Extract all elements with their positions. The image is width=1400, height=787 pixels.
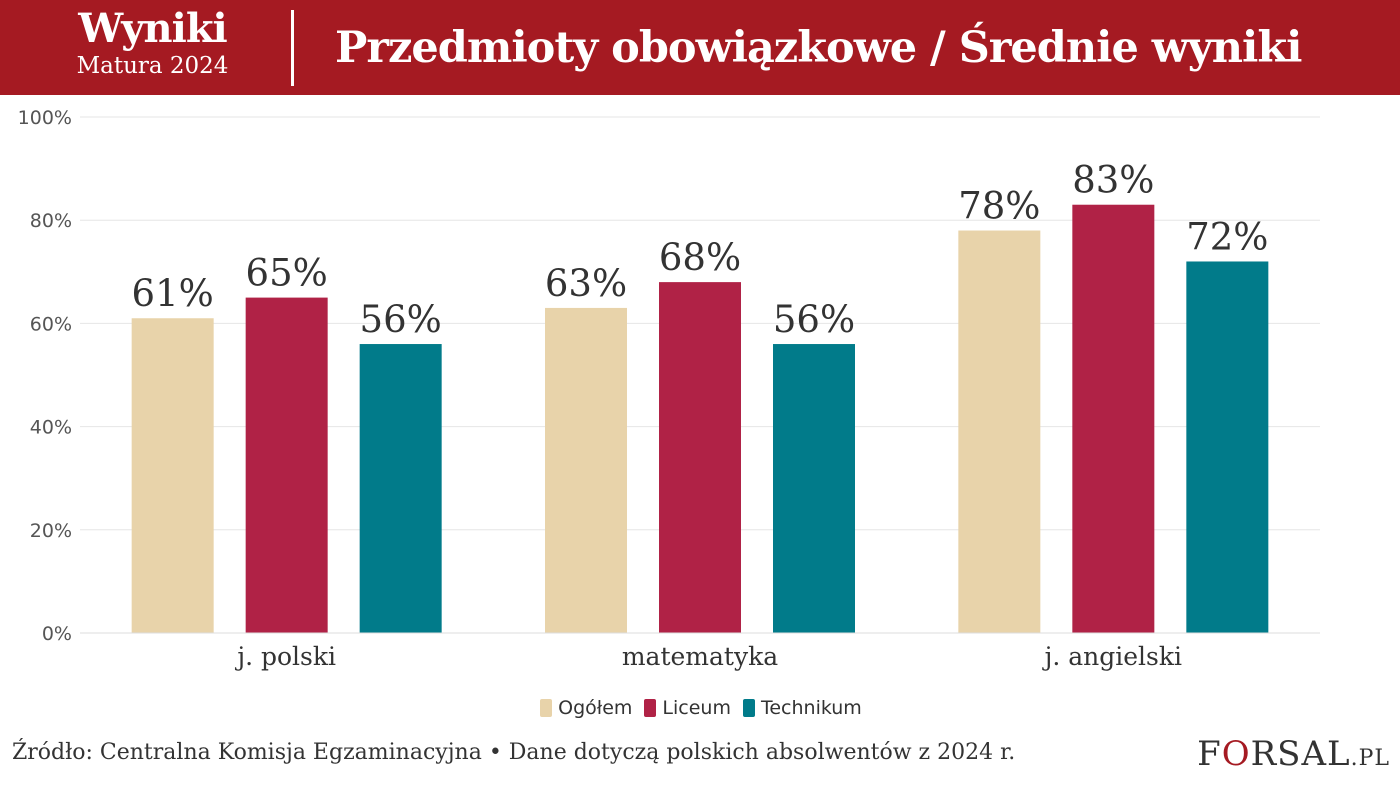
bar-liceum — [245, 297, 328, 633]
data-label: 56% — [773, 298, 855, 341]
legend-item-liceum: Liceum — [644, 697, 731, 719]
x-category-label: matematyka — [622, 642, 778, 671]
y-tick-label: 100% — [18, 107, 72, 129]
legend-item-technikum: Technikum — [742, 697, 862, 719]
logo-letter-f: F — [1197, 734, 1222, 774]
data-label: 56% — [360, 298, 442, 341]
bar-liceum — [659, 282, 741, 633]
header-divider — [291, 10, 294, 86]
legend-swatch-liceum — [644, 699, 657, 717]
y-tick-label: 20% — [30, 520, 72, 542]
bar-ogółem — [131, 318, 214, 633]
data-label: 65% — [246, 252, 328, 295]
bar-technikum — [1186, 261, 1269, 633]
legend-swatch-ogolem — [540, 699, 553, 717]
bar-ogółem — [545, 307, 627, 633]
forsal-logo[interactable]: FORSAL.PL — [1197, 734, 1390, 774]
data-label: 68% — [659, 236, 741, 279]
logo-domain: .PL — [1350, 746, 1390, 771]
y-tick-label: 40% — [30, 417, 72, 439]
legend: Ogółem Liceum Technikum — [0, 694, 1400, 722]
data-label: 83% — [1072, 159, 1154, 202]
data-label: 72% — [1186, 215, 1268, 258]
y-tick-label: 80% — [30, 210, 72, 232]
brand-title: Wyniki — [78, 5, 227, 52]
bar-chart: 0% 20% 40% 60% 80% 100% 61% 65% 56% j. polski 63% 6… — [18, 107, 1320, 671]
data-label: 78% — [958, 185, 1040, 228]
bar-technikum — [773, 344, 855, 633]
logo-letter-o-icon: O — [1221, 734, 1251, 774]
y-tick-label: 0% — [42, 623, 72, 645]
legend-swatch-technikum — [742, 699, 755, 717]
legend-label-liceum: Liceum — [662, 697, 731, 719]
source-note: Źródło: Centralna Komisja Egzaminacyjna … — [12, 740, 1016, 765]
data-label: 61% — [132, 272, 214, 315]
bar-ogółem — [958, 230, 1041, 633]
x-category-label: j. angielski — [1042, 642, 1182, 671]
y-tick-label: 60% — [30, 313, 72, 335]
data-label: 63% — [545, 262, 627, 305]
brand-subtitle: Matura 2024 — [76, 53, 229, 79]
legend-label-technikum: Technikum — [760, 697, 862, 719]
legend-label-ogolem: Ogółem — [558, 697, 633, 719]
bar-liceum — [1072, 204, 1155, 633]
chart-title: Przedmioty obowiązkowe / Średnie wyniki — [335, 23, 1303, 73]
bar-technikum — [359, 344, 442, 633]
legend-item-ogolem: Ogółem — [540, 697, 632, 719]
x-category-label: j. polski — [234, 642, 336, 671]
logo-letters: RSAL — [1250, 734, 1351, 774]
header-banner: Wyniki Matura 2024 Przedmioty obowiązkow… — [0, 0, 1400, 95]
brand-block: Wyniki Matura 2024 — [40, 6, 265, 80]
